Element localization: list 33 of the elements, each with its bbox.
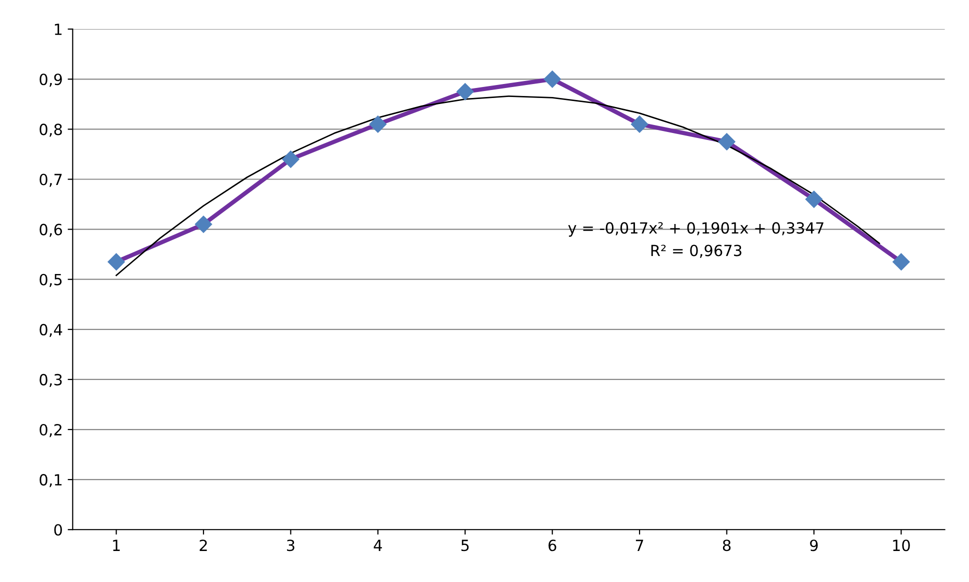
y-tick-label: 0,6 [40,224,62,237]
y-tick-label: 0,3 [40,374,62,388]
point [805,190,823,208]
x-tick-label: 1 [113,540,120,551]
y-tick-label: 0,9 [40,74,62,87]
point [108,253,125,270]
x-tick-label: 8 [722,540,731,552]
x-tick-label: 9 [810,540,818,552]
y-tick-label: 0 [54,524,62,536]
x-tick-label: 6 [548,540,556,552]
x-tick-label: 4 [374,540,382,551]
x-tick-label: 2 [200,540,207,551]
annotation: R² = 0,9673 [651,244,742,258]
point [194,216,212,233]
x-tick-label: 3 [287,540,294,552]
y-tick-label: 0,7 [40,174,62,187]
point [282,150,300,168]
point [718,133,736,150]
y-tick-label: 0,8 [40,124,62,137]
y-tick-label: 0,5 [40,274,62,287]
point [544,70,561,88]
point [630,116,648,133]
y-tick-label: 0,4 [40,324,62,337]
y-tick-label: 1 [54,24,62,35]
x-tick-label: 7 [636,540,644,551]
x-tick-label: 10 [893,540,910,552]
annotation: y = -0,017x² + 0,1901x + 0,3347 [568,222,824,237]
point [456,83,474,100]
y-tick-label: 0,1 [40,474,62,488]
x-tick-label: 5 [461,540,469,552]
y-tick-label: 0,2 [40,424,62,438]
point [892,253,910,270]
point [369,116,386,133]
